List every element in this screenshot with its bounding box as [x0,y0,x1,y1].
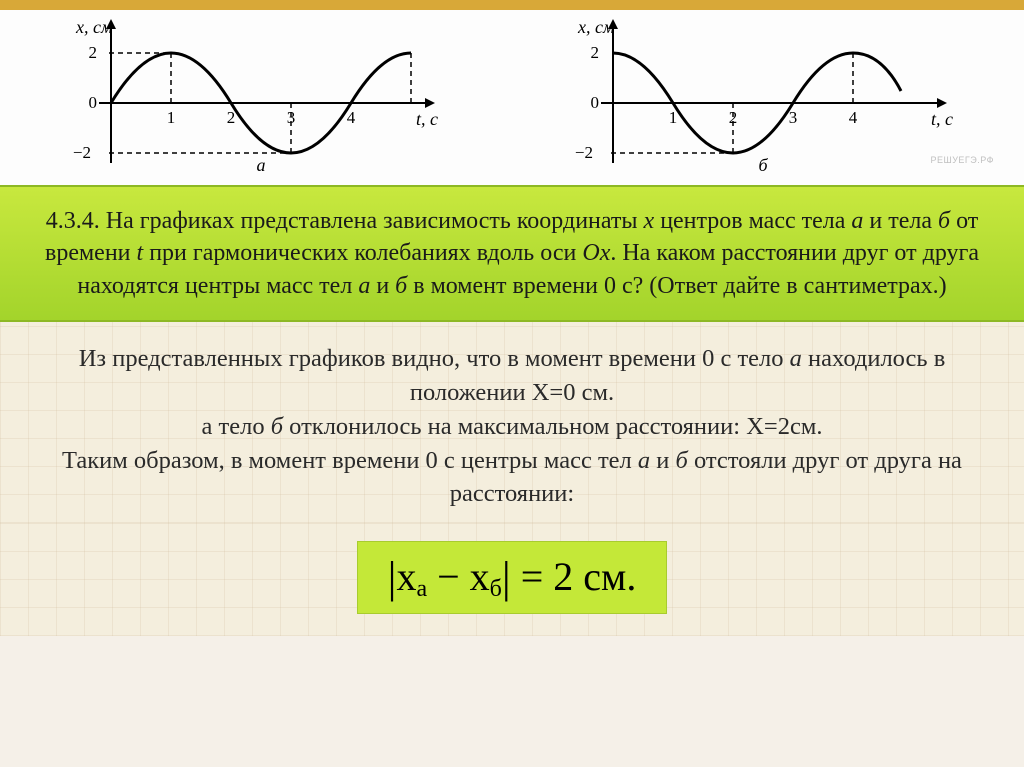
svg-text:0: 0 [89,93,98,112]
sol-b2: б [676,447,688,474]
graphs-container: 0 2 −2 1 2 3 4 x, см t, с а [0,10,1024,185]
solution-text: Из представленных графиков видно, что в … [0,322,1024,523]
svg-text:2: 2 [89,43,98,62]
formula-sub-b: б [490,576,502,602]
problem-line2: центров масс тела [654,208,851,234]
svg-text:1: 1 [669,108,678,127]
problem-line7: и [370,273,395,299]
svg-text:−2: −2 [575,143,593,162]
svg-text:4: 4 [849,108,858,127]
watermark: РЕШУЕГЭ.РФ [930,155,994,165]
problem-line1: 4.3.4. На графиках представлена зависимо… [46,208,644,234]
svg-text:t, с: t, с [416,109,438,129]
problem-b1: б [938,208,950,234]
problem-x: x [644,208,655,234]
svg-text:2: 2 [227,108,236,127]
problem-ox: Ох [582,240,610,266]
problem-line5: при гармонических колебаниях вдоль оси [143,240,582,266]
graph-b: 0 2 −2 1 2 3 4 x, см t, с б РЕШУЕГЭ.РФ [512,10,1024,185]
svg-text:2: 2 [591,43,600,62]
svg-text:x, см: x, см [577,17,615,37]
problem-line8: в момент времени 0 с? (Ответ дайте в сан… [407,273,946,299]
top-accent-bar [0,0,1024,10]
sol-line6: и [650,447,675,474]
svg-text:−2: −2 [73,143,91,162]
problem-text: 4.3.4. На графиках представлена зависимо… [0,185,1024,322]
svg-text:0: 0 [591,93,600,112]
formula-box: |xа − xб| = 2 см. [357,541,668,614]
graph-a-svg: 0 2 −2 1 2 3 4 x, см t, с а [56,13,456,183]
sol-a1: а [790,345,802,372]
formula-unit: см. [573,554,636,599]
graph-b-label: б [758,155,768,175]
problem-line3: и тела [863,208,938,234]
svg-text:1: 1 [167,108,176,127]
abs-close: | [502,553,511,602]
formula-eq: = [511,554,554,599]
formula-row: |xа − xб| = 2 см. [0,523,1024,636]
sol-a2: а [638,447,650,474]
formula-minus: − [427,554,470,599]
graph-a: 0 2 −2 1 2 3 4 x, см t, с а [0,10,512,185]
graph-b-svg: 0 2 −2 1 2 3 4 x, см t, с б [558,13,978,183]
formula-xa: x [396,554,416,599]
svg-text:4: 4 [347,108,356,127]
problem-a1: а [851,208,863,234]
problem-b2: б [395,273,407,299]
formula-xb: x [470,554,490,599]
sol-b1: б [271,413,283,440]
problem-a2: а [358,273,370,299]
formula-val: 2 [553,554,573,599]
sol-line4: отклонилось на максимальном расстоянии: … [283,413,822,440]
svg-text:3: 3 [789,108,798,127]
sol-line3: а тело [202,413,271,440]
sol-line5: Таким образом, в момент времени 0 с цент… [62,447,638,474]
graph-a-label: а [257,155,266,175]
sol-line1: Из представленных графиков видно, что в … [79,345,790,372]
svg-text:t, с: t, с [931,109,953,129]
svg-text:x, см: x, см [75,17,113,37]
formula-sub-a: а [416,576,427,602]
